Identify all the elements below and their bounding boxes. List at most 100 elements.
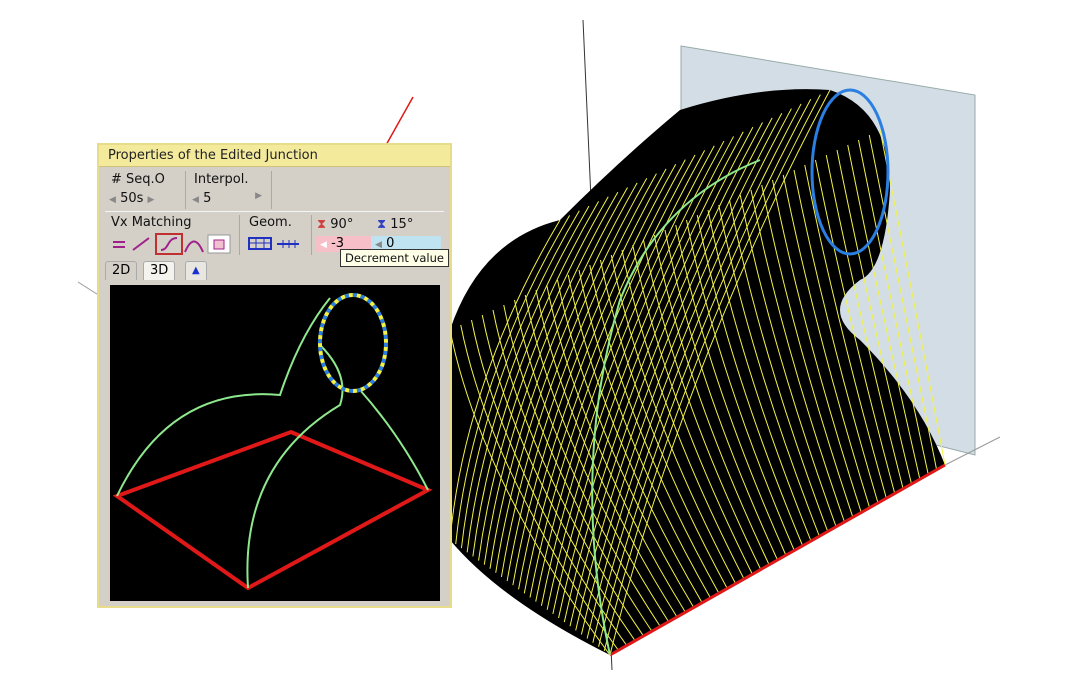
geom-label: Geom. xyxy=(249,215,292,230)
mesh-line xyxy=(466,205,590,553)
mesh-line xyxy=(609,89,831,656)
end-profile xyxy=(318,293,388,393)
mesh-line xyxy=(675,224,787,556)
mesh-line xyxy=(455,215,571,545)
interpol-label: Interpol. xyxy=(194,172,249,187)
angle1-value: -3 xyxy=(331,236,345,251)
preview-canvas[interactable] xyxy=(110,285,440,601)
mesh-line xyxy=(696,214,804,546)
decrement-icon[interactable]: ◀ xyxy=(109,195,116,205)
mesh-line xyxy=(523,159,686,594)
tab-3d[interactable]: 3D xyxy=(143,261,176,280)
axis-line xyxy=(77,281,101,297)
mesh-line xyxy=(546,284,686,613)
hourglass-icon: ⧗ xyxy=(317,217,327,232)
mesh-line xyxy=(569,122,763,627)
base-quad xyxy=(112,429,433,591)
mesh-line xyxy=(580,112,783,635)
seq-stepper[interactable]: ◀ 50s ▶ xyxy=(109,191,154,206)
angle2: ⧗ 15° xyxy=(377,217,413,232)
mesh-line xyxy=(500,177,648,578)
tooltip: Decrement value xyxy=(340,249,449,267)
mesh-line xyxy=(449,219,561,541)
mesh-line xyxy=(492,309,644,637)
arc-icon[interactable] xyxy=(184,240,204,253)
mesh-grid xyxy=(449,89,946,656)
mesh-line xyxy=(600,259,728,589)
mesh-line xyxy=(739,194,837,527)
mesh-line xyxy=(868,134,938,470)
mesh-line xyxy=(825,154,904,489)
mesh-line xyxy=(621,249,745,580)
mesh-line xyxy=(750,189,845,523)
mesh-line xyxy=(664,229,778,561)
mesh-line xyxy=(481,314,636,642)
seq-label: # Seq.O xyxy=(111,172,165,187)
dotted-line-icon[interactable] xyxy=(277,240,299,248)
angle1-stepper[interactable]: ◀ -3 xyxy=(316,236,376,252)
mesh-line xyxy=(578,269,711,599)
tab-2d[interactable]: 2D xyxy=(105,261,138,280)
mesh-line xyxy=(592,103,802,643)
mesh-line xyxy=(643,239,762,570)
mesh-line xyxy=(836,149,912,485)
mesh-line xyxy=(793,169,879,504)
mesh-line xyxy=(686,219,795,551)
seq-value: 50s xyxy=(120,191,144,206)
mesh-line xyxy=(472,201,600,557)
mesh-line xyxy=(506,173,657,582)
mesh-line xyxy=(815,159,896,494)
s-curve-icon[interactable] xyxy=(155,233,183,255)
square-icon[interactable] xyxy=(207,234,231,254)
angle1-label: 90° xyxy=(330,217,354,232)
mesh-line xyxy=(610,254,737,584)
angle2-stepper[interactable]: ◀ 0 xyxy=(371,236,441,252)
mesh-line xyxy=(495,182,638,573)
decrement-icon[interactable]: ◀ xyxy=(320,240,327,250)
profile-curve xyxy=(359,389,429,491)
mesh-line xyxy=(575,117,773,631)
increment-icon[interactable]: ▶ xyxy=(147,195,155,205)
line-icon[interactable] xyxy=(132,237,150,251)
mesh-line xyxy=(632,244,753,575)
axis-line xyxy=(944,436,1001,466)
mesh-line xyxy=(598,99,812,647)
decrement-icon[interactable]: ◀ xyxy=(192,195,199,205)
mesh-line xyxy=(772,179,862,513)
profile-curve xyxy=(246,344,344,589)
mesh-line xyxy=(483,191,619,565)
equal-icon[interactable] xyxy=(113,241,125,248)
mesh-line xyxy=(471,319,628,646)
mesh-line xyxy=(782,174,871,508)
mesh-line xyxy=(524,294,670,623)
mesh-line xyxy=(589,264,720,594)
mesh-line xyxy=(557,279,695,608)
mesh-line xyxy=(552,136,735,615)
mesh-line xyxy=(586,108,792,639)
mesh-line xyxy=(503,304,653,632)
mesh-line xyxy=(804,164,887,499)
triangle-up-icon[interactable]: ▲ xyxy=(185,261,207,280)
profile-curve xyxy=(591,159,761,656)
hourglass-icon: ⧗ xyxy=(377,217,387,232)
mesh-line xyxy=(529,154,696,598)
mesh-line xyxy=(460,324,619,651)
mesh-line xyxy=(847,144,921,480)
mesh-line xyxy=(761,184,854,518)
mesh-line xyxy=(512,168,667,586)
junction-properties-panel: Properties of the Edited Junction # Seq.… xyxy=(97,143,452,608)
panel-title: Properties of the Edited Junction xyxy=(99,145,450,167)
mesh-line xyxy=(514,299,661,627)
grid-icon[interactable] xyxy=(248,237,272,250)
mesh-line xyxy=(489,187,628,569)
mesh-line xyxy=(567,274,703,604)
end-profile xyxy=(810,88,890,256)
decrement-icon[interactable]: ◀ xyxy=(375,240,382,250)
mesh-line xyxy=(535,150,706,602)
base-edge xyxy=(609,463,946,657)
interpol-stepper[interactable]: ◀ 5 ▶ xyxy=(192,191,262,206)
mesh-line xyxy=(558,131,744,619)
increment-icon[interactable]: ▶ xyxy=(255,191,262,201)
mesh-surface xyxy=(450,89,945,655)
